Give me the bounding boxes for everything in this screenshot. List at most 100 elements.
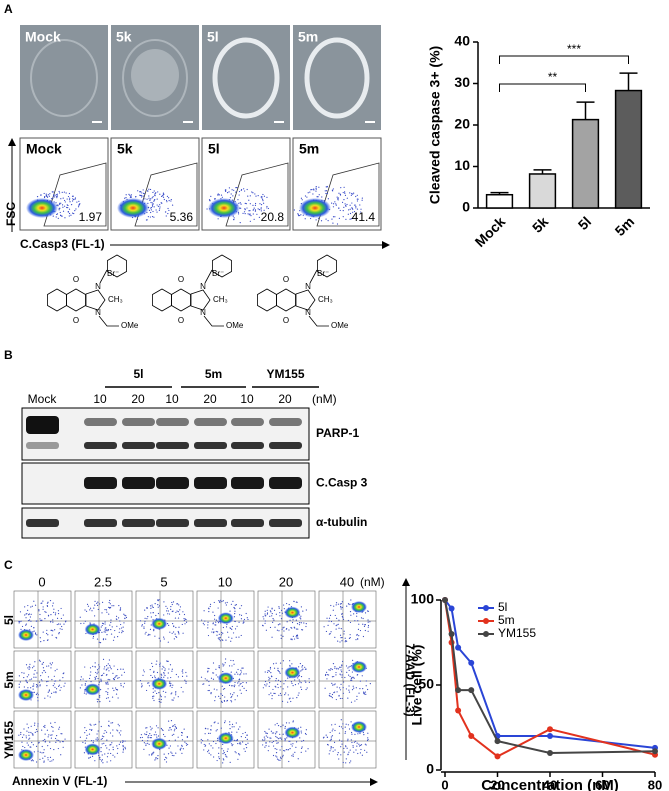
cell-dot	[102, 623, 105, 625]
scale-bar	[92, 121, 102, 123]
cell-dot	[46, 729, 48, 731]
cell-dot	[89, 674, 91, 676]
cell-dot	[113, 678, 116, 680]
cell-dot	[279, 612, 281, 614]
cell-dot	[107, 691, 109, 694]
cell-dot	[287, 677, 289, 679]
cell-dot	[185, 680, 187, 683]
cell-dot	[291, 627, 293, 629]
cell-dot	[342, 761, 344, 764]
cell-dot	[157, 758, 159, 760]
axis-label: C.Casp3 (FL-1)	[20, 237, 105, 251]
lane-label: 10	[93, 392, 107, 406]
cell-dot	[141, 739, 144, 742]
point	[455, 644, 462, 651]
density	[299, 198, 331, 218]
cell-dot	[367, 621, 369, 623]
cell-dot	[237, 682, 239, 684]
cell-dot	[18, 734, 20, 736]
point	[468, 659, 475, 666]
band	[156, 519, 189, 527]
cell-dot	[109, 732, 112, 734]
cell-dot	[43, 749, 45, 751]
density	[84, 683, 101, 696]
cell-dot	[148, 682, 150, 684]
cell-dot	[342, 616, 344, 618]
cell-dot	[332, 188, 335, 190]
column-label: 40	[340, 574, 354, 589]
cell-dot	[208, 667, 210, 670]
cell-dot	[353, 613, 355, 615]
cell-dot	[280, 694, 282, 696]
cell-dot	[345, 762, 347, 764]
cell-dot	[345, 745, 347, 747]
density	[151, 737, 168, 750]
cell-dot	[364, 612, 367, 614]
cell-dot	[260, 207, 262, 209]
cell-dot	[129, 196, 131, 198]
cell-dot	[50, 629, 52, 631]
cell-dot	[122, 668, 124, 670]
cell-dot	[145, 744, 147, 747]
density	[351, 601, 367, 613]
cell-dot	[29, 737, 31, 739]
cell-dot	[302, 668, 304, 670]
significance-bracket	[499, 55, 629, 64]
cell-dot	[56, 623, 58, 626]
cell-dot	[105, 629, 107, 632]
cell-dot	[256, 213, 258, 215]
cell-dot	[157, 205, 159, 207]
cell-dot	[281, 612, 284, 614]
cell-dot	[305, 609, 307, 611]
band-label: PARP-1	[316, 426, 359, 440]
cell-dot	[55, 688, 58, 690]
cell-dot	[301, 665, 304, 667]
cell-dot	[39, 618, 41, 620]
cell-dot	[60, 617, 62, 620]
cell-dot	[167, 641, 169, 643]
cell-dot	[243, 748, 245, 750]
cell-dot	[97, 738, 99, 740]
cell-dot	[349, 611, 352, 613]
cell-dot	[59, 203, 61, 206]
cell-dot	[237, 213, 240, 215]
cell-dot	[217, 218, 219, 220]
flow-plot	[257, 650, 316, 709]
cell-dot	[108, 749, 110, 751]
cell-dot	[92, 635, 95, 638]
cell-dot	[350, 614, 352, 616]
cell-dot	[25, 679, 27, 681]
cell-dot	[243, 687, 245, 689]
cell-dot	[180, 686, 182, 689]
cell-dot	[276, 748, 278, 750]
cell-dot	[21, 741, 23, 743]
cell-dot	[99, 700, 101, 703]
cell-dot	[238, 685, 240, 687]
cell-dot	[224, 696, 226, 698]
cell-dot	[40, 675, 42, 677]
cell-dot	[54, 194, 56, 196]
cell-dot	[33, 683, 35, 685]
cell-dot	[348, 691, 351, 693]
cell-dot	[157, 191, 159, 193]
cell-dot	[343, 747, 345, 750]
cell-dot	[225, 626, 228, 628]
cell-dot	[275, 677, 277, 680]
density	[26, 198, 58, 218]
cell-dot	[271, 695, 273, 697]
band	[231, 477, 264, 489]
cell-dot	[162, 192, 165, 194]
cell-dot	[37, 723, 39, 725]
cell-dot	[112, 754, 114, 756]
cell-dot	[105, 745, 107, 747]
cell-dot	[47, 614, 50, 616]
cell-dot	[261, 739, 264, 741]
cell-dot	[364, 629, 366, 632]
cell-dot	[340, 674, 342, 676]
cell-dot	[182, 611, 184, 613]
bar	[571, 118, 600, 209]
cell-dot	[170, 720, 173, 722]
cell-dot	[269, 615, 271, 617]
cell-dot	[62, 614, 64, 616]
cell-dot	[37, 725, 39, 727]
